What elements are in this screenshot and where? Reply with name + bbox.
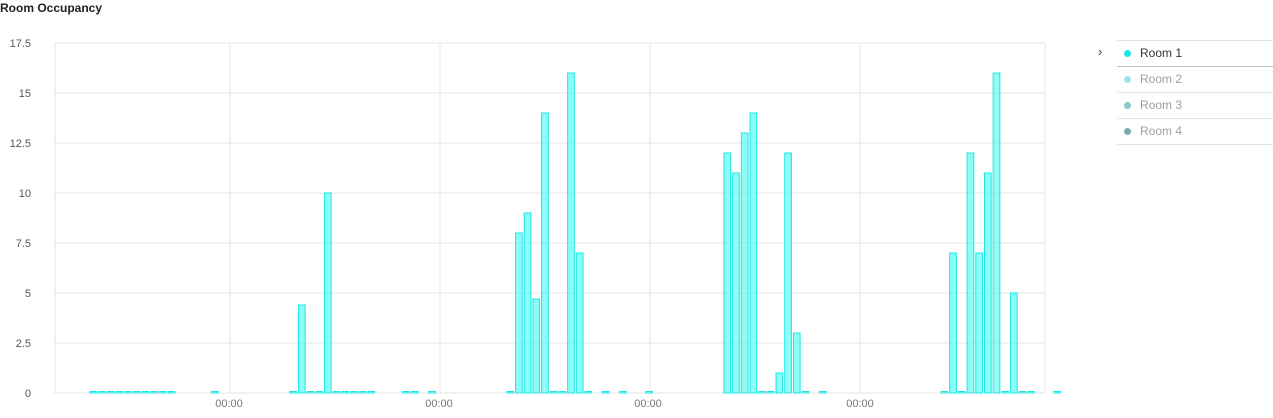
bar	[567, 72, 575, 394]
legend-item-room-4[interactable]: Room 4	[1117, 119, 1273, 145]
bar	[957, 391, 966, 394]
bar	[332, 391, 341, 394]
y-tick-label: 10	[19, 188, 31, 200]
legend-item-room-1[interactable]: Room 1	[1117, 41, 1273, 67]
bar	[541, 112, 549, 394]
y-tick-label: 17.5	[10, 38, 31, 50]
x-tick-label: 00:00	[846, 398, 874, 410]
bar	[601, 391, 610, 394]
bar	[115, 391, 124, 394]
bar	[619, 391, 627, 394]
bar	[949, 252, 957, 394]
bar	[983, 172, 992, 394]
bar	[167, 391, 176, 394]
x-tick-label: 00:00	[215, 398, 243, 410]
bar	[297, 304, 306, 394]
bar	[315, 391, 323, 394]
legend-label: Room 1	[1140, 46, 1183, 60]
y-tick-label: 15	[19, 88, 31, 100]
bar	[158, 391, 167, 394]
bar	[975, 252, 983, 394]
legend-label: Room 3	[1140, 98, 1183, 112]
bar	[723, 152, 732, 394]
x-tick-label: 00:00	[425, 398, 453, 410]
bar	[558, 391, 567, 394]
bar	[992, 72, 1001, 394]
bar	[792, 332, 801, 394]
bar	[1027, 391, 1036, 394]
bar	[818, 391, 827, 394]
bar	[549, 391, 558, 394]
legend-dot-icon	[1124, 50, 1131, 57]
bar	[532, 298, 541, 394]
x-tick-label: 00:00	[634, 398, 662, 410]
y-tick-label: 5	[25, 288, 31, 300]
bar	[410, 391, 419, 394]
bar	[1001, 391, 1010, 394]
bar	[801, 391, 810, 394]
legend-item-room-3[interactable]: Room 3	[1117, 93, 1273, 119]
bar	[1018, 391, 1027, 394]
bar	[523, 212, 532, 394]
bar	[584, 391, 593, 394]
bar	[749, 112, 758, 394]
y-tick-label: 12.5	[10, 138, 31, 150]
bar	[645, 391, 653, 394]
legend: Room 1 Room 2 Room 3 Room 4	[1117, 40, 1273, 145]
bar	[211, 391, 219, 394]
legend-dot-icon	[1124, 76, 1131, 83]
bar	[350, 391, 358, 394]
y-tick-label: 7.5	[16, 238, 31, 250]
legend-dot-icon	[1124, 128, 1131, 135]
bar	[1053, 391, 1062, 394]
bar	[150, 391, 158, 394]
bar	[1010, 292, 1018, 394]
bar	[758, 391, 766, 394]
bar	[367, 391, 376, 394]
bar	[428, 391, 436, 394]
bar	[775, 372, 784, 394]
bar	[341, 391, 350, 394]
y-tick-label: 0	[25, 388, 31, 400]
bar	[98, 391, 106, 394]
bar	[124, 391, 132, 394]
bar	[575, 252, 584, 394]
bar	[141, 391, 150, 394]
bar	[289, 391, 297, 394]
bar	[732, 172, 740, 394]
y-tick-label: 2.5	[16, 338, 31, 350]
legend-dot-icon	[1124, 102, 1131, 109]
bar-chart: 0 2.5 5 7.5 10 12.5 15 17.5 00:00 00:00 00:00 00:00	[10, 38, 1062, 410]
legend-label: Room 2	[1140, 72, 1183, 86]
bar	[306, 391, 315, 394]
bar	[402, 391, 410, 394]
bar	[323, 192, 332, 394]
bar	[358, 391, 367, 394]
bar	[106, 391, 115, 394]
bar	[515, 232, 523, 394]
bar	[740, 132, 749, 394]
bar	[132, 391, 141, 394]
chevron-right-icon[interactable]: ›	[1098, 44, 1103, 59]
bar	[940, 391, 949, 394]
legend-item-room-2[interactable]: Room 2	[1117, 67, 1273, 93]
bar	[784, 152, 792, 394]
chart-title: Room Occupancy	[0, 1, 103, 15]
bar	[89, 391, 98, 394]
legend-label: Room 4	[1140, 124, 1183, 138]
bar	[966, 152, 975, 394]
bar	[766, 391, 775, 394]
bar	[506, 391, 515, 394]
